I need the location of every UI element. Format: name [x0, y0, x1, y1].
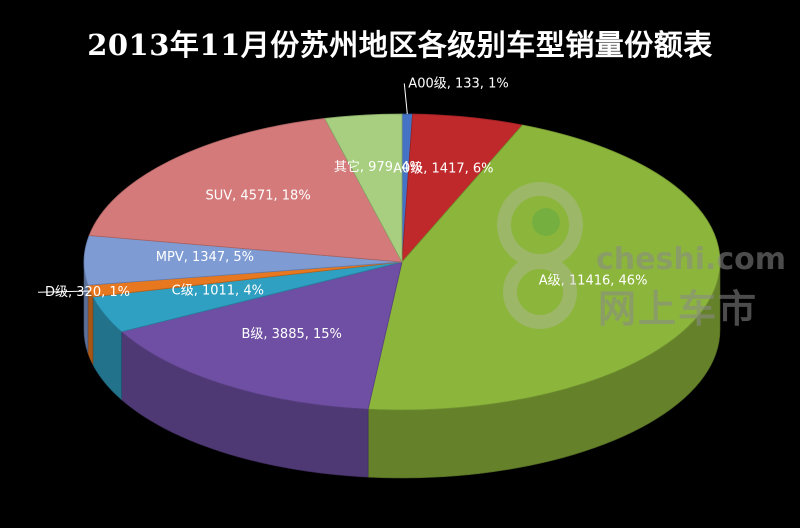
- leader-line-5: [37, 290, 91, 293]
- leader-line-0: [403, 83, 408, 115]
- data-labels: A00级, 133, 1% A0级, 1417, 6% A级, 11416, 46%…: [45, 76, 647, 342]
- pie-slice-8: [324, 113, 403, 263]
- pie-slice-7: [88, 118, 403, 263]
- data-label-1: A0级, 1417, 6%: [393, 161, 493, 176]
- data-label-2: A级, 11416, 46%: [539, 274, 648, 289]
- pie-sides: [83, 261, 721, 479]
- data-label-4: C级, 1011, 4%: [172, 284, 264, 299]
- data-label-7: SUV, 4571, 18%: [206, 188, 311, 203]
- pie-tops: [83, 113, 721, 411]
- chart-title: 2013年11月份苏州地区各级别车型销量份额表: [87, 28, 713, 62]
- data-label-6: MPV, 1347, 5%: [156, 250, 254, 265]
- pie-slice-2: [367, 124, 721, 411]
- leader-lines: [37, 83, 408, 293]
- data-label-5: D级, 320, 1%: [45, 285, 130, 300]
- pie-slice-3: [120, 261, 403, 410]
- data-label-3: B级, 3885, 15%: [241, 327, 341, 342]
- data-label-8: 其它, 979, 4%: [334, 159, 422, 175]
- data-label-0: A00级, 133, 1%: [408, 76, 508, 91]
